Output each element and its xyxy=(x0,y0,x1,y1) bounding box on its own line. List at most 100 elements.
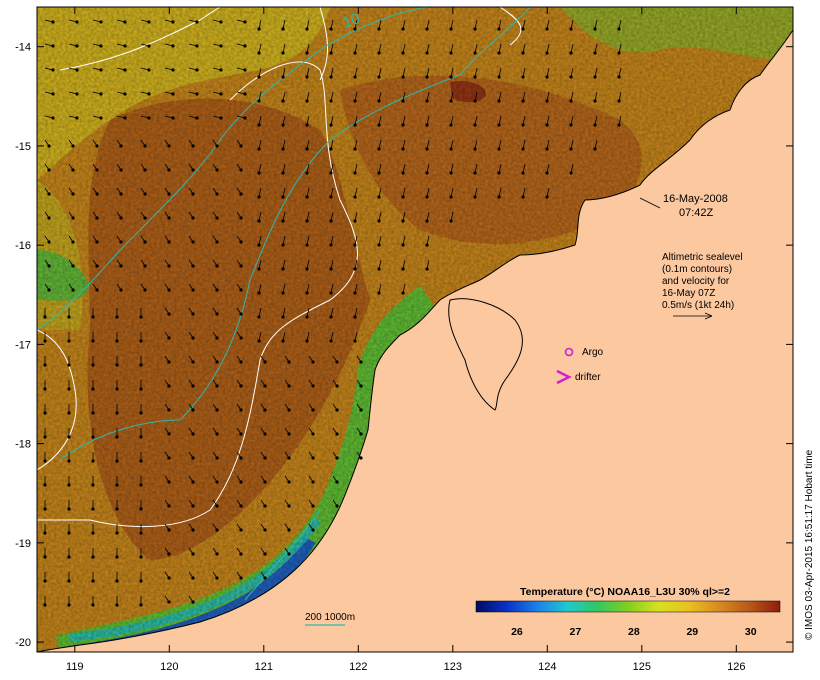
velocity-arrow-head xyxy=(115,459,119,463)
velocity-arrow-head xyxy=(545,195,549,199)
velocity-arrow-head xyxy=(139,483,143,487)
velocity-arrow-head xyxy=(71,240,75,244)
velocity-arrow-head xyxy=(195,20,199,24)
velocity-arrow-head xyxy=(91,603,95,607)
velocity-arrow-head xyxy=(287,432,291,436)
velocity-arrow-head xyxy=(359,408,363,412)
velocity-arrow-head xyxy=(195,68,199,72)
velocity-arrow-head xyxy=(329,195,333,199)
velocity-arrow-head xyxy=(353,267,357,271)
velocity-arrow-head xyxy=(521,171,525,175)
velocity-arrow-head xyxy=(43,435,47,439)
velocity-arrow-head xyxy=(353,123,357,127)
velocity-arrow-head xyxy=(139,507,143,511)
velocity-arrow-head xyxy=(359,360,363,364)
velocity-arrow-head xyxy=(139,459,143,463)
kimberley-inlet xyxy=(448,298,523,411)
argo-marker xyxy=(564,347,574,357)
velocity-arrow-head xyxy=(497,171,501,175)
velocity-arrow-head xyxy=(263,480,267,484)
velocity-arrow-head xyxy=(425,171,429,175)
velocity-arrow-head xyxy=(115,315,119,319)
velocity-arrow-head xyxy=(473,51,477,55)
velocity-arrow-head xyxy=(473,75,477,79)
velocity-arrow-head xyxy=(287,408,291,412)
velocity-arrow-head xyxy=(75,20,79,24)
velocity-arrow-head xyxy=(521,99,525,103)
velocity-arrow-head xyxy=(425,75,429,79)
velocity-arrow-head xyxy=(359,456,363,460)
velocity-arrow-head xyxy=(473,123,477,127)
velocity-arrow-head xyxy=(67,411,71,415)
velocity-arrow-head xyxy=(449,219,453,223)
colorbar-tick-label: 27 xyxy=(570,626,582,638)
velocity-arrow-head xyxy=(569,99,573,103)
velocity-arrow-head xyxy=(43,459,47,463)
velocity-arrow-head xyxy=(305,171,309,175)
velocity-arrow-head xyxy=(281,291,285,295)
velocity-arrow-head xyxy=(219,116,223,120)
velocity-arrow-head xyxy=(171,44,175,48)
velocity-arrow-head xyxy=(425,99,429,103)
velocity-arrow-head xyxy=(257,27,261,31)
velocity-arrow-head xyxy=(353,243,357,247)
australia-landmass xyxy=(37,29,793,652)
velocity-arrow-head xyxy=(243,116,247,120)
velocity-arrow-head xyxy=(377,27,381,31)
velocity-arrow-head xyxy=(123,116,127,120)
velocity-arrow-head xyxy=(305,267,309,271)
velocity-arrow-head xyxy=(67,315,71,319)
velocity-arrow-head xyxy=(47,192,51,196)
velocity-arrow-head xyxy=(243,44,247,48)
velocity-arrow-head xyxy=(257,51,261,55)
date-line-1: 16-May-2008 xyxy=(663,193,728,205)
velocity-arrow-head xyxy=(263,360,267,364)
velocity-arrow-head xyxy=(593,123,597,127)
velocity-arrow-head xyxy=(51,92,55,96)
velocity-arrow-head xyxy=(353,51,357,55)
velocity-arrow-head xyxy=(191,312,195,316)
velocity-arrow-head xyxy=(521,123,525,127)
velocity-arrow-head xyxy=(545,147,549,151)
velocity-arrow-head xyxy=(119,216,123,220)
velocity-arrow-head xyxy=(257,219,261,223)
velocity-arrow-head xyxy=(377,171,381,175)
velocity-arrow-head xyxy=(281,75,285,79)
velocity-arrow-head xyxy=(67,555,71,559)
velocity-arrow-head xyxy=(449,147,453,151)
velocity-arrow-head xyxy=(215,192,219,196)
velocity-arrow-head xyxy=(449,123,453,127)
lon-tick-label: 122 xyxy=(349,661,367,673)
velocity-arrow-head xyxy=(449,51,453,55)
velocity-arrow-head xyxy=(99,68,103,72)
velocity-arrow-head xyxy=(219,92,223,96)
velocity-arrow-head xyxy=(47,216,51,220)
velocity-arrow-head xyxy=(51,20,55,24)
velocity-arrow-head xyxy=(139,435,143,439)
velocity-arrow-head xyxy=(617,123,621,127)
velocity-arrow-head xyxy=(287,480,291,484)
velocity-arrow-head xyxy=(51,116,55,120)
legend-line-2: (0.1m contours) xyxy=(662,264,732,275)
velocity-arrow-head xyxy=(95,216,99,220)
velocity-arrow-head xyxy=(115,555,119,559)
velocity-arrow-head xyxy=(335,432,339,436)
velocity-arrow-head xyxy=(215,552,219,556)
velocity-arrow-head xyxy=(449,99,453,103)
velocity-arrow-head xyxy=(353,75,357,79)
velocity-arrow-head xyxy=(239,384,243,388)
lon-tick-label: 119 xyxy=(66,661,84,673)
velocity-arrow-head xyxy=(215,168,219,172)
velocity-arrow-head xyxy=(215,504,219,508)
velocity-arrow-head xyxy=(139,363,143,367)
velocity-arrow-head xyxy=(497,147,501,151)
velocity-arrow-head xyxy=(115,339,119,343)
velocity-arrow-head xyxy=(143,216,147,220)
legend-line-3: and velocity for xyxy=(662,276,730,287)
velocity-arrow-head xyxy=(43,387,47,391)
velocity-arrow-head xyxy=(263,504,267,508)
velocity-arrow-head xyxy=(449,75,453,79)
velocity-arrow-head xyxy=(281,27,285,31)
velocity-arrow-head xyxy=(569,27,573,31)
velocity-arrow-head xyxy=(71,168,75,172)
